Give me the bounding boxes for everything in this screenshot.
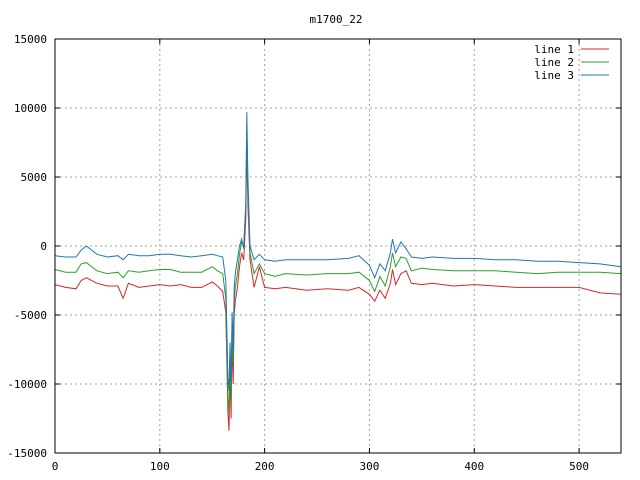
x-tick-label: 300 <box>360 460 380 473</box>
plot-series <box>54 112 622 431</box>
y-tick-label: 5000 <box>21 171 48 184</box>
series-line-1 <box>54 142 622 431</box>
legend-label: line 3 <box>534 69 574 82</box>
chart-title: m1700_22 <box>310 13 363 26</box>
x-tick-label: 100 <box>150 460 170 473</box>
y-tick-label: -10000 <box>7 378 47 391</box>
y-tick-label: 0 <box>40 240 47 253</box>
x-tick-label: 200 <box>255 460 275 473</box>
y-tick-label: 10000 <box>14 102 47 115</box>
y-tick-label: -5000 <box>14 309 47 322</box>
x-tick-label: 400 <box>464 460 484 473</box>
x-tick-label: 500 <box>569 460 589 473</box>
grid-lines <box>55 39 621 453</box>
series-line-2 <box>54 128 622 412</box>
axis-ticks: 0 100 200 300 400 500 -15000 -10000 -5000 0 5000 10… <box>7 33 621 473</box>
legend-label: line 1 <box>534 43 574 56</box>
x-tick-label: 0 <box>52 460 59 473</box>
series-line-3 <box>54 112 622 391</box>
y-tick-label: -15000 <box>7 447 47 460</box>
y-tick-label: 15000 <box>14 33 47 46</box>
legend-label: line 2 <box>534 56 574 69</box>
